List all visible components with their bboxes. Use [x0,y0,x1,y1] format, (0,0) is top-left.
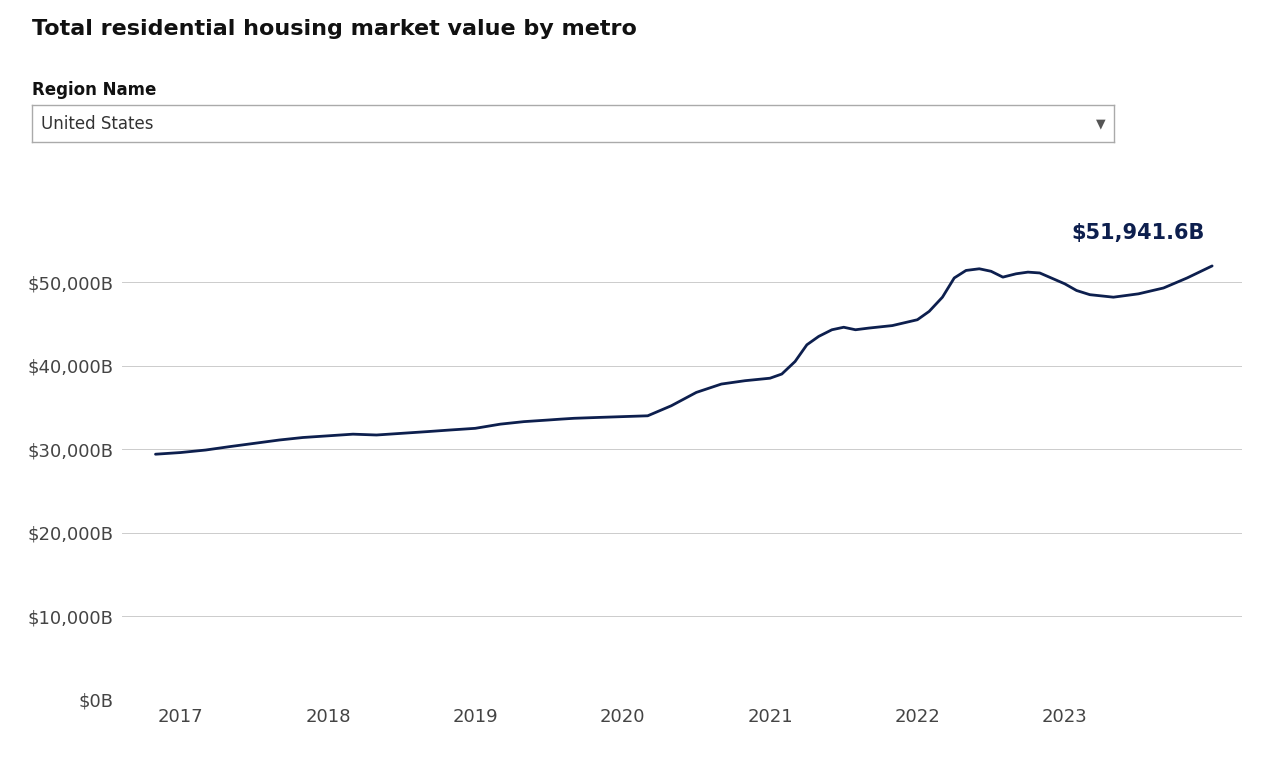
Text: Total residential housing market value by metro: Total residential housing market value b… [32,19,637,39]
Text: ▼: ▼ [1097,118,1106,130]
Text: United States: United States [41,115,154,133]
Text: Region Name: Region Name [32,81,156,98]
Text: $51,941.6B: $51,941.6B [1071,222,1206,242]
